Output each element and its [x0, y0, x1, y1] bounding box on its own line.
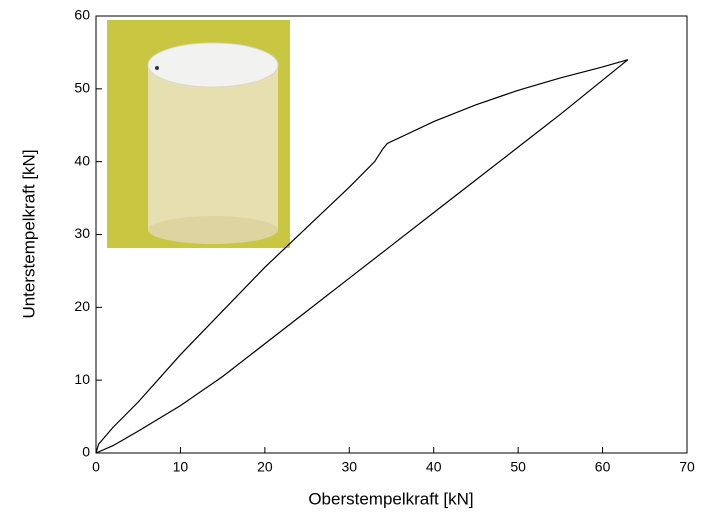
photo-dot [155, 66, 159, 70]
y-tick-label: 40 [74, 152, 90, 168]
cylinder-top [147, 42, 279, 88]
y-tick-label: 60 [74, 7, 90, 23]
x-tick-label: 60 [595, 459, 611, 475]
cylinder-body [148, 65, 278, 230]
line-series [95, 59, 629, 454]
y-tick-label: 0 [82, 444, 90, 460]
y-axis-label: Unterstempelkraft [kN] [19, 149, 38, 318]
x-tick-label: 40 [426, 459, 442, 475]
inset-photo [107, 20, 290, 248]
x-tick-label: 20 [257, 459, 273, 475]
y-tick-label: 10 [74, 371, 90, 387]
y-tick-label: 50 [74, 80, 90, 96]
x-tick-label: 50 [510, 459, 526, 475]
x-tick-label: 10 [173, 459, 189, 475]
x-tick-label: 0 [92, 459, 100, 475]
x-tick-label: 70 [679, 459, 695, 475]
line-series [95, 59, 629, 454]
x-axis-label: Oberstempelkraft [kN] [308, 489, 473, 508]
y-tick-label: 30 [74, 225, 90, 241]
x-tick-label: 30 [341, 459, 357, 475]
y-tick-label: 20 [74, 298, 90, 314]
cylinder-base [148, 216, 278, 244]
